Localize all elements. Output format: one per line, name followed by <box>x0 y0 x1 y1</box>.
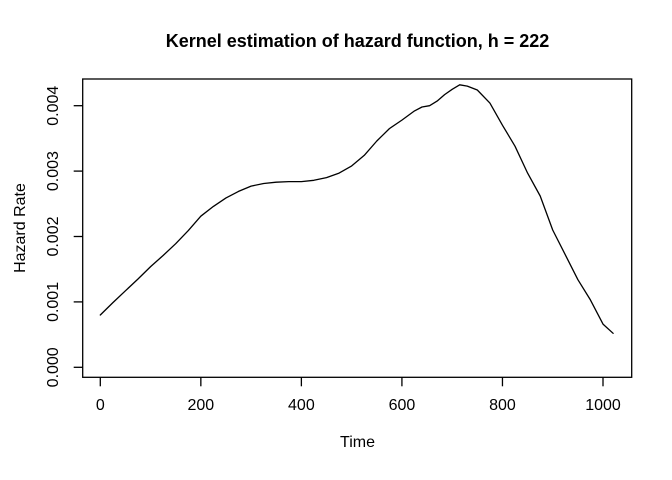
y-axis-title: Hazard Rate <box>12 183 29 273</box>
y-tick-label: 0.000 <box>45 347 62 387</box>
y-tick-label: 0.004 <box>45 86 62 126</box>
hazard-curve <box>99 84 614 334</box>
x-tick-label: 1000 <box>585 397 621 414</box>
x-tick-label: 400 <box>288 397 315 414</box>
x-tick-label: 200 <box>187 397 214 414</box>
x-tick-label: 800 <box>489 397 516 414</box>
x-tick-label: 0 <box>96 397 105 414</box>
chart-title: Kernel estimation of hazard function, h … <box>165 31 550 51</box>
y-tick-label: 0.003 <box>45 151 62 191</box>
y-tick-label: 0.001 <box>45 282 62 322</box>
plot-box <box>82 78 633 378</box>
x-tick-label: 600 <box>389 397 416 414</box>
y-tick-label: 0.002 <box>45 216 62 256</box>
x-axis-title: Time <box>340 434 375 451</box>
